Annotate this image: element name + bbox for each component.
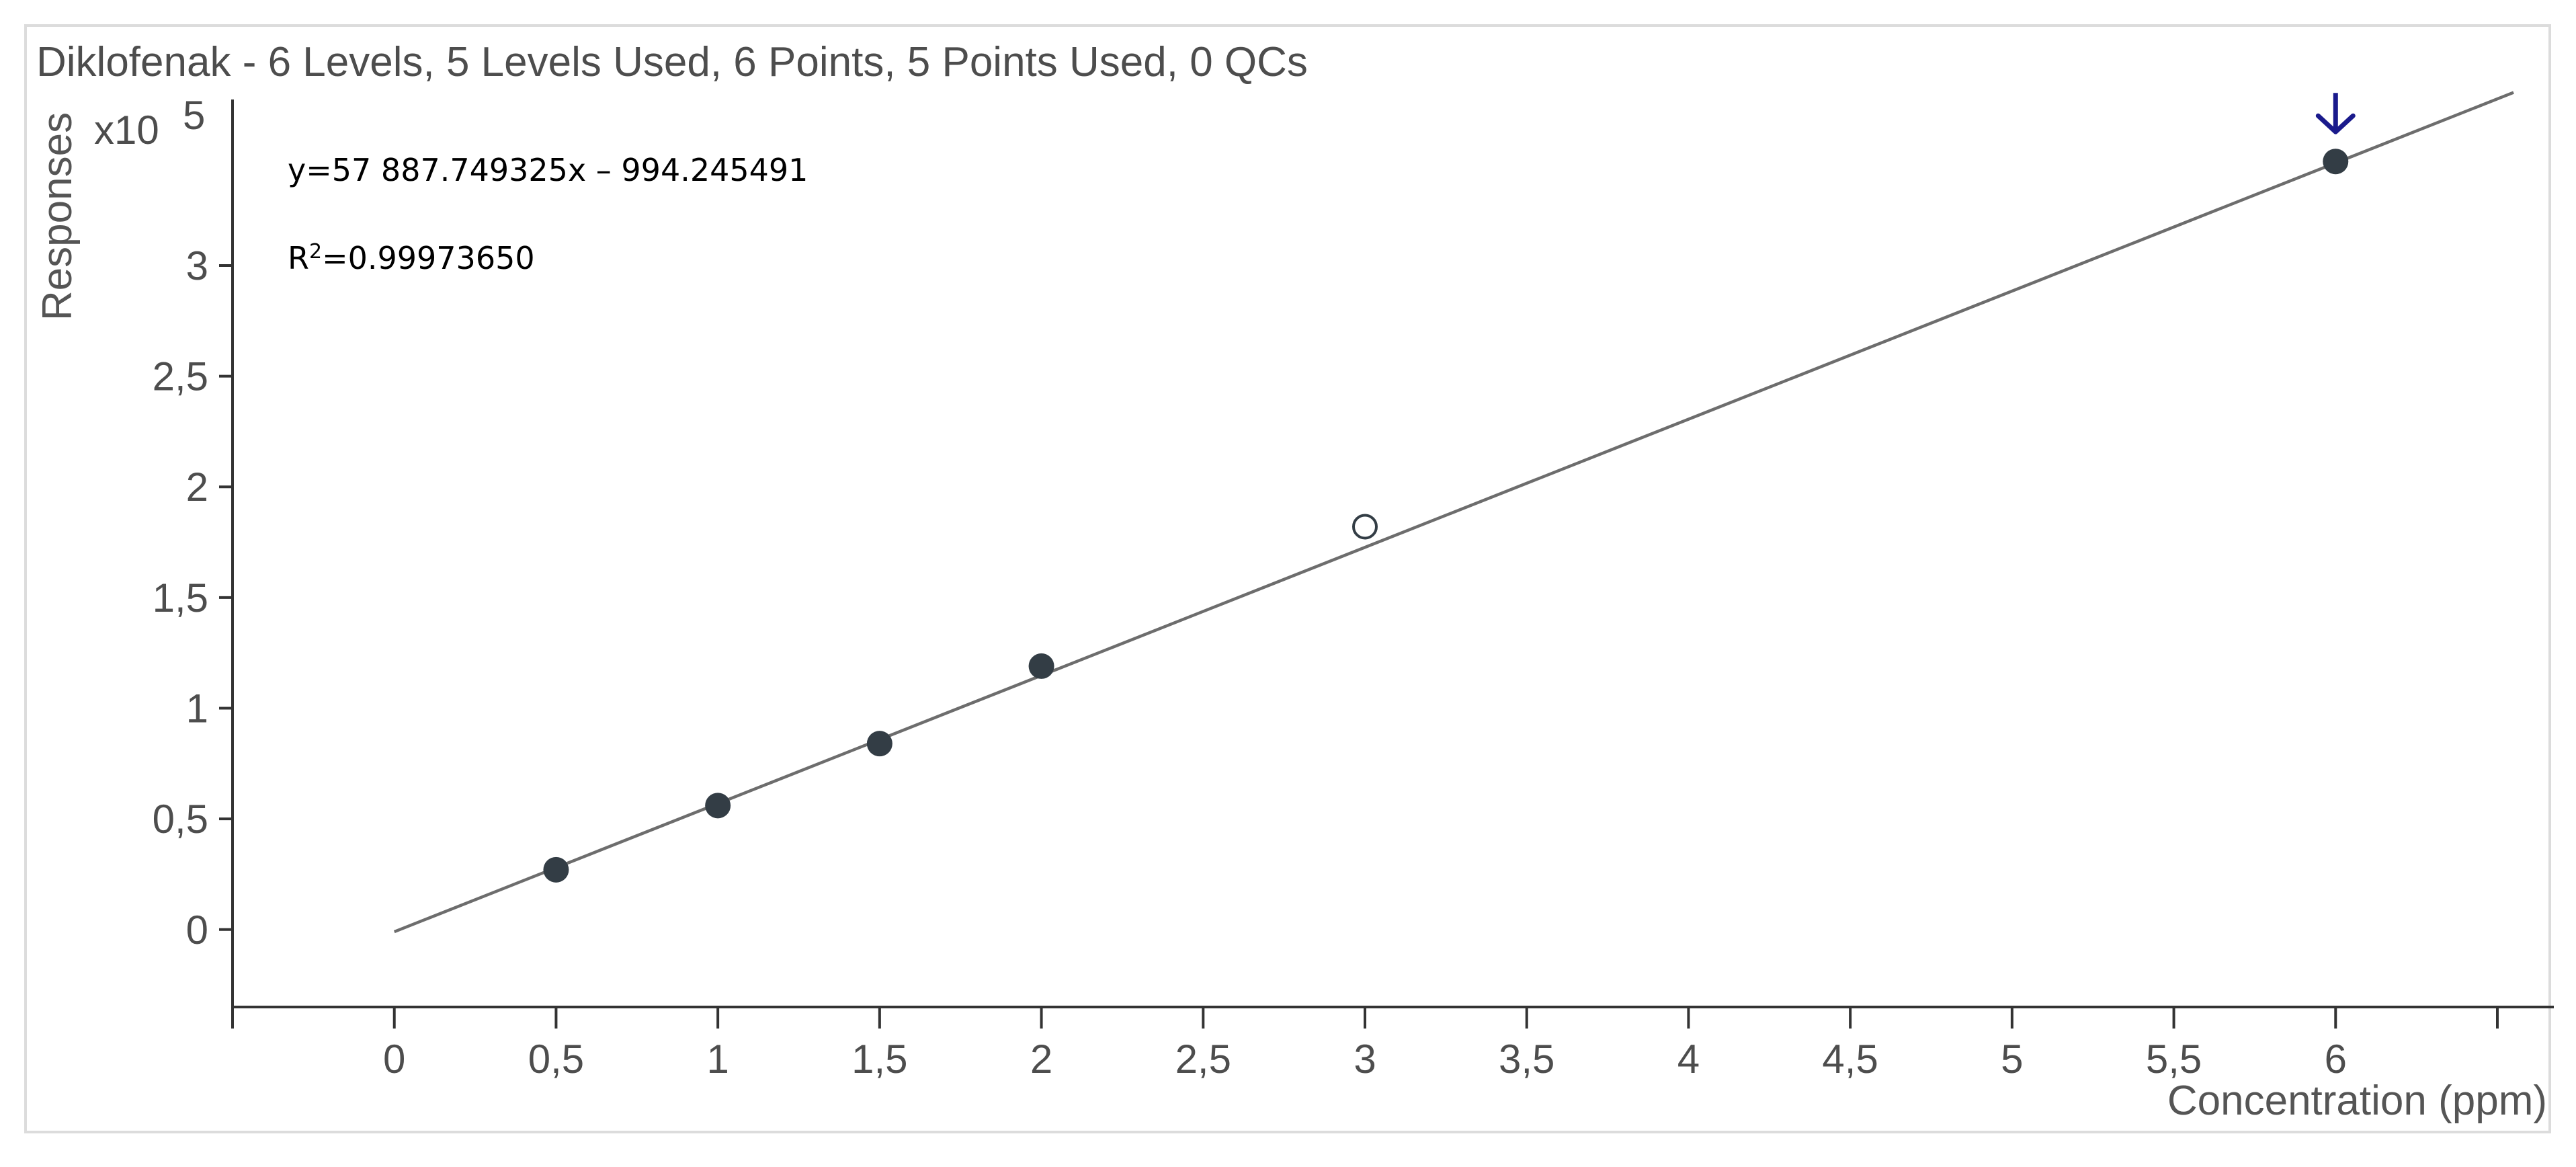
y-tick-label: 0 <box>186 908 208 953</box>
data-point-used <box>705 793 731 819</box>
x-tick-label: 5 <box>2001 1037 2023 1082</box>
arrow-head-icon <box>2315 113 2356 134</box>
y-tick-label: 1,5 <box>153 575 208 620</box>
y-axis-title: Responses <box>34 112 81 321</box>
x-tick-label: 0 <box>383 1037 405 1082</box>
x-tick-label: 2,5 <box>1175 1037 1231 1082</box>
y-tick-label: 0,5 <box>153 797 208 842</box>
fit-line-layer <box>393 91 2514 934</box>
regression-equation: y=57 887.749325x – 994.245491 <box>288 152 808 188</box>
y-tick-label: 2,5 <box>153 354 208 399</box>
data-point-excluded <box>1352 514 1378 540</box>
y-scale-label: x10 <box>94 108 159 153</box>
y-scale-exponent: 5 <box>183 93 205 138</box>
x-tick-label: 3 <box>1354 1037 1376 1082</box>
x-tick-label: 2 <box>1030 1037 1052 1082</box>
data-points <box>543 149 2349 883</box>
x-tick-label: 3,5 <box>1499 1037 1554 1082</box>
x-tick-label: 4 <box>1677 1037 1700 1082</box>
r-squared-prefix: R <box>288 240 309 276</box>
data-point-used <box>2323 149 2349 175</box>
highlight-marker <box>2315 93 2356 134</box>
x-tick-label: 6 <box>2325 1037 2347 1082</box>
y-tick-label: 2 <box>186 465 208 510</box>
axes: 0 0,5 1 1,5 2 2,5 3 0 0,5 1 1,5 2 2,5 3 3,5 4 4,5 5 5,5 6 <box>153 99 2554 1082</box>
x-tick-label: 0,5 <box>528 1037 584 1082</box>
data-point-used <box>1028 653 1054 679</box>
y-tick-label: 1 <box>186 686 208 731</box>
x-axis-title: Concentration (ppm) <box>2167 1078 2547 1124</box>
chart-panel: Diklofenak - 6 Levels, 5 Levels Used, 6 … <box>24 24 2554 1133</box>
calibration-chart: Diklofenak - 6 Levels, 5 Levels Used, 6 … <box>34 39 2554 1124</box>
chart-title: Diklofenak - 6 Levels, 5 Levels Used, 6 … <box>36 39 1308 85</box>
r-squared-value: =0.99973650 <box>322 240 535 276</box>
data-point-used <box>543 856 569 883</box>
x-tick-label: 5,5 <box>2146 1037 2202 1082</box>
x-tick-label: 1 <box>706 1037 729 1082</box>
x-tick-label: 4,5 <box>1822 1037 1878 1082</box>
data-point-used <box>866 731 892 757</box>
x-tick-label: 1,5 <box>851 1037 907 1082</box>
r-squared: R2=0.99973650 <box>288 240 535 276</box>
y-tick-label: 3 <box>186 243 208 288</box>
r-squared-superscript: 2 <box>309 240 322 264</box>
fit-line <box>393 91 2514 934</box>
